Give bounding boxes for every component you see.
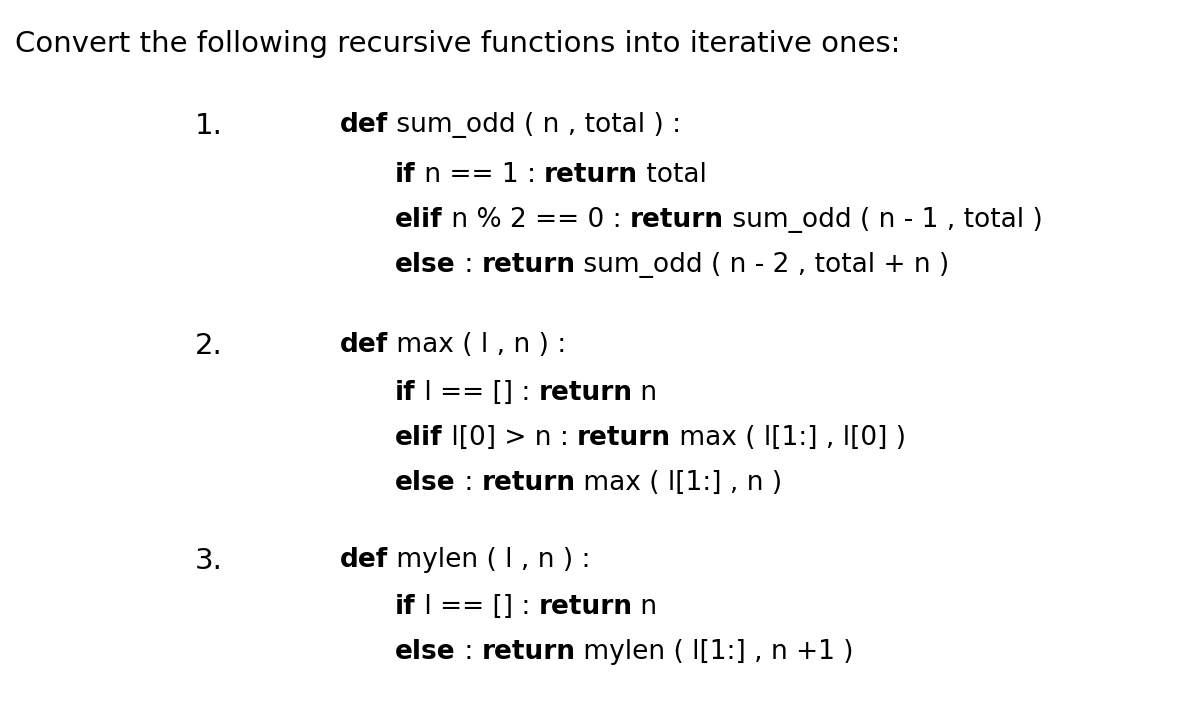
Text: Convert the following recursive functions into iterative ones:: Convert the following recursive function…: [14, 30, 900, 58]
Text: elif: elif: [395, 207, 443, 233]
Text: return: return: [539, 380, 632, 406]
Text: return: return: [481, 470, 575, 496]
Text: n: n: [632, 380, 658, 406]
Text: return: return: [630, 207, 724, 233]
Text: :: :: [456, 639, 481, 665]
Text: def: def: [340, 112, 389, 138]
Text: max ( l[1:] , n ): max ( l[1:] , n ): [575, 470, 782, 496]
Text: 3.: 3.: [194, 547, 223, 575]
Text: def: def: [340, 332, 389, 358]
Text: n == 1 :: n == 1 :: [415, 162, 544, 188]
Text: else: else: [395, 470, 456, 496]
Text: 2.: 2.: [194, 332, 223, 360]
Text: n: n: [632, 594, 658, 620]
Text: return: return: [544, 162, 638, 188]
Text: return: return: [481, 639, 575, 665]
Text: elif: elif: [395, 425, 443, 451]
Text: sum_odd ( n - 1 , total ): sum_odd ( n - 1 , total ): [724, 207, 1043, 233]
Text: 1.: 1.: [194, 112, 223, 140]
Text: mylen ( l , n ) :: mylen ( l , n ) :: [389, 547, 590, 573]
Text: n % 2 == 0 :: n % 2 == 0 :: [443, 207, 630, 233]
Text: return: return: [481, 252, 575, 278]
Text: else: else: [395, 639, 456, 665]
Text: if: if: [395, 594, 415, 620]
Text: l == [] :: l == [] :: [415, 380, 539, 406]
Text: else: else: [395, 252, 456, 278]
Text: return: return: [539, 594, 632, 620]
Text: sum_odd ( n - 2 , total + n ): sum_odd ( n - 2 , total + n ): [575, 252, 949, 278]
Text: if: if: [395, 162, 415, 188]
Text: max ( l , n ) :: max ( l , n ) :: [389, 332, 566, 358]
Text: total: total: [638, 162, 707, 188]
Text: if: if: [395, 380, 415, 406]
Text: max ( l[1:] , l[0] ): max ( l[1:] , l[0] ): [671, 425, 906, 451]
Text: l[0] > n :: l[0] > n :: [443, 425, 577, 451]
Text: return: return: [577, 425, 671, 451]
Text: sum_odd ( n , total ) :: sum_odd ( n , total ) :: [389, 112, 682, 138]
Text: l == [] :: l == [] :: [415, 594, 539, 620]
Text: mylen ( l[1:] , n +1 ): mylen ( l[1:] , n +1 ): [575, 639, 854, 665]
Text: :: :: [456, 470, 481, 496]
Text: :: :: [456, 252, 481, 278]
Text: def: def: [340, 547, 389, 573]
